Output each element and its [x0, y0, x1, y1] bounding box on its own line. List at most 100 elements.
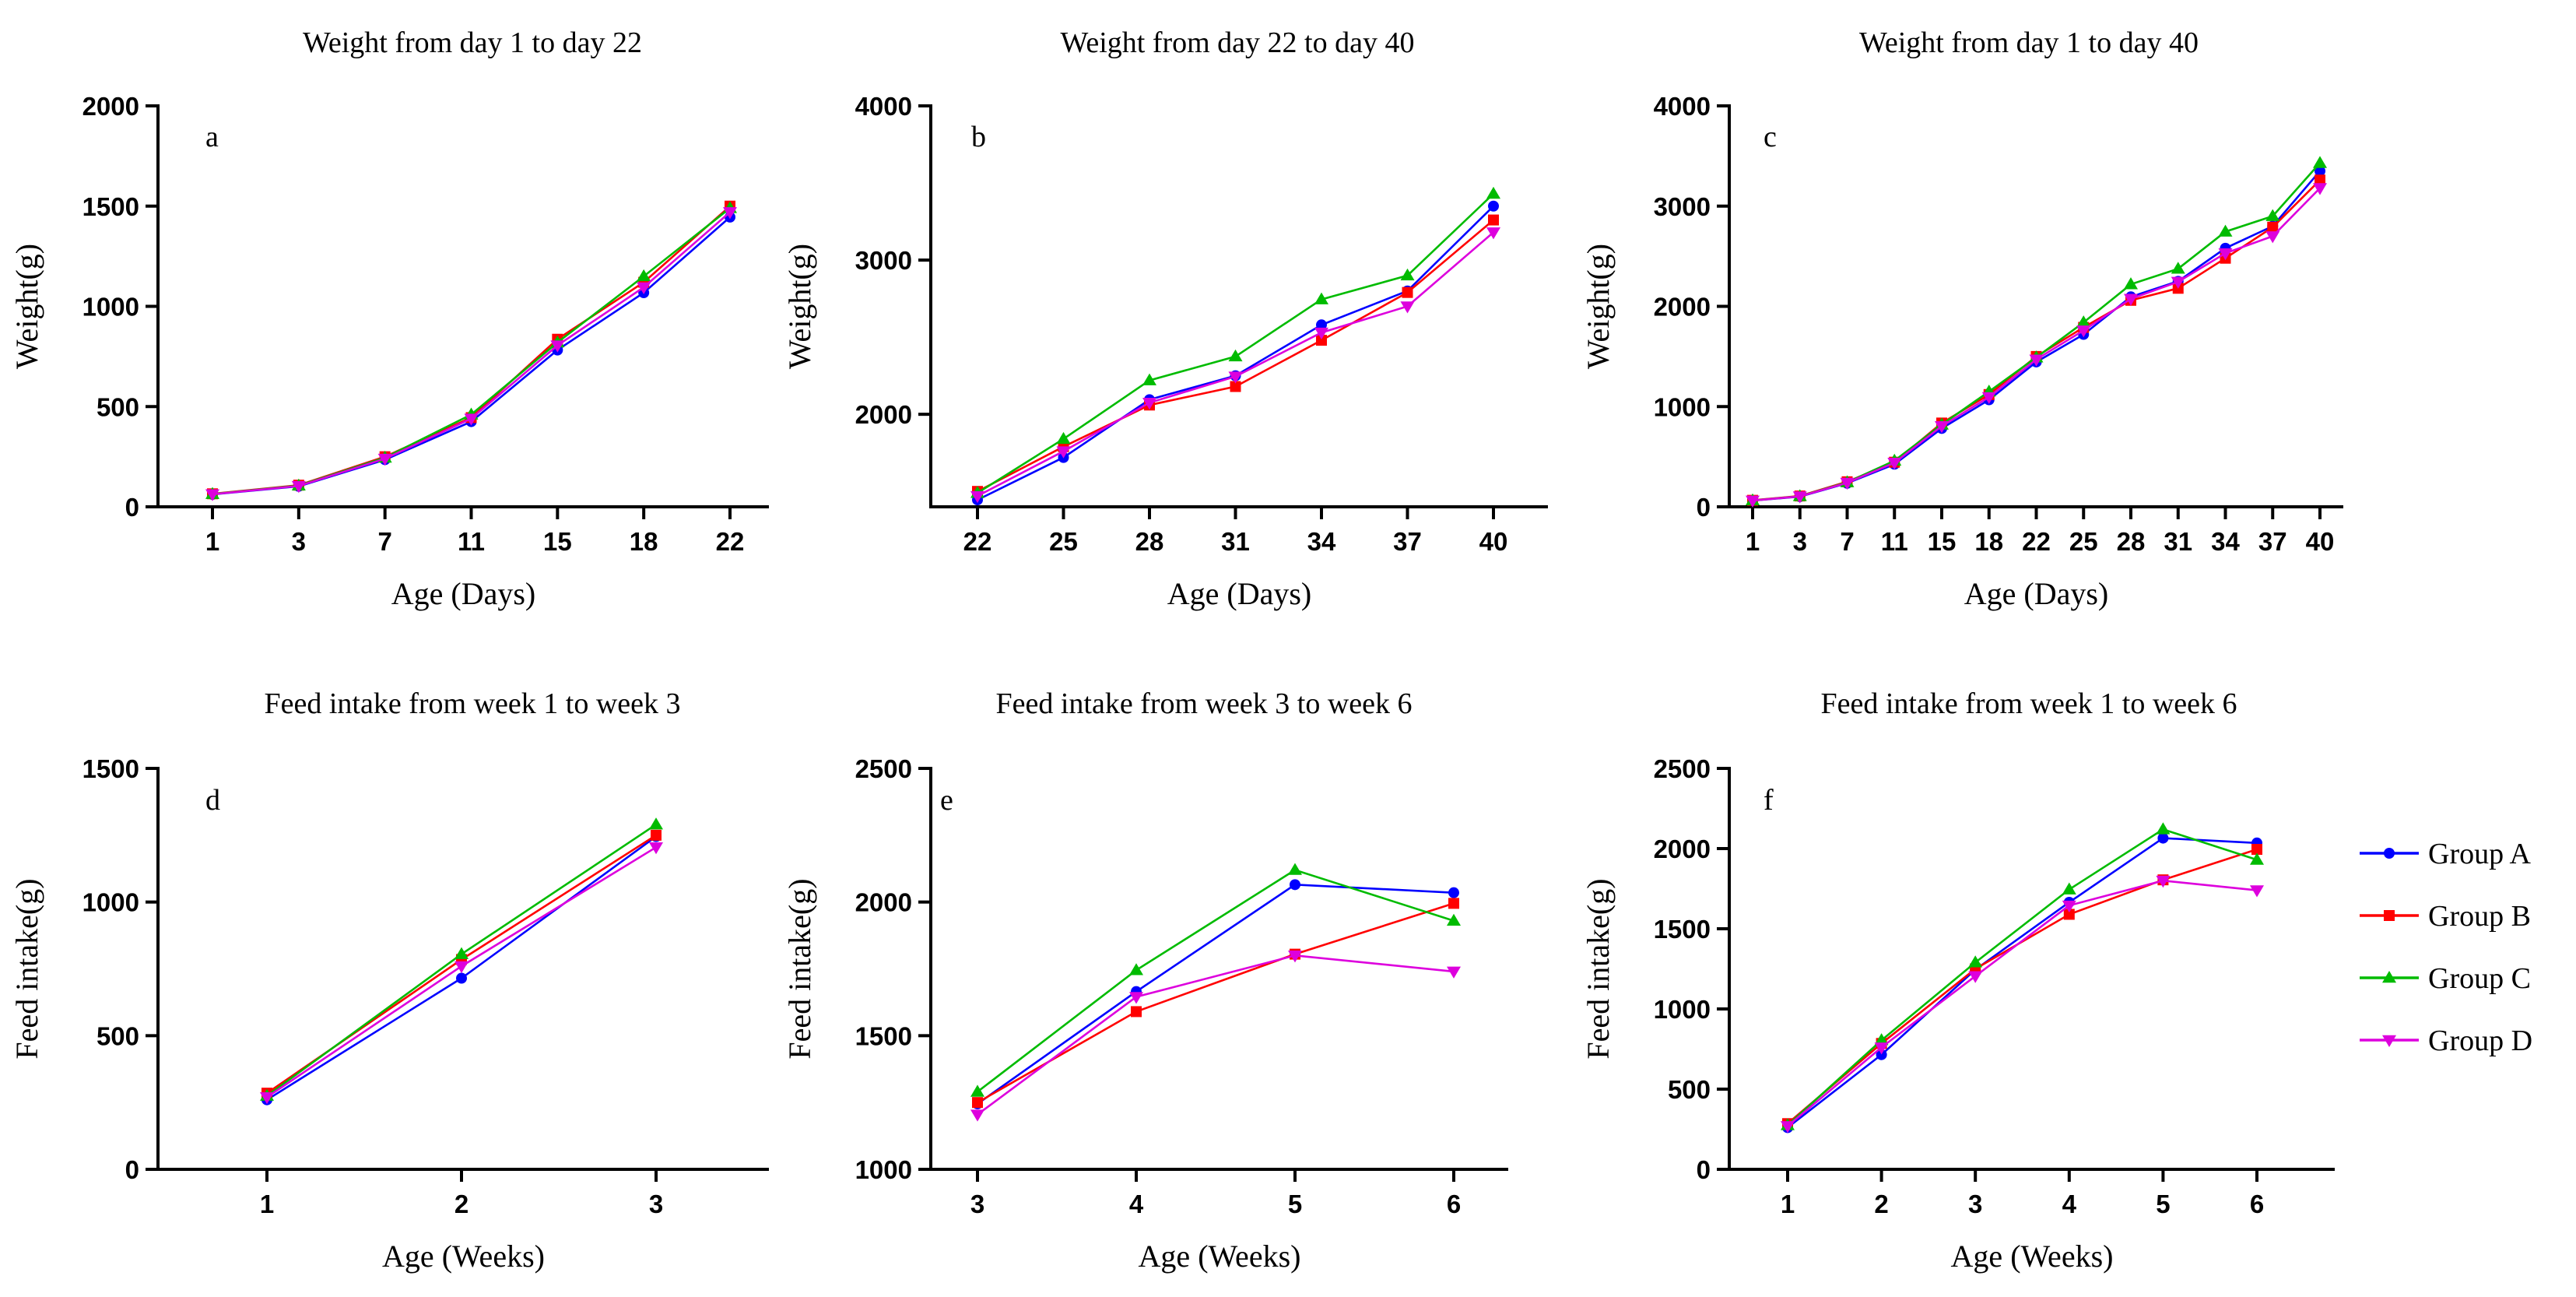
data-point: [1142, 397, 1156, 410]
data-point: [1840, 477, 1855, 490]
data-point: [454, 961, 469, 974]
x-axis-label: Age (Days): [1964, 576, 2109, 611]
series-line: [977, 231, 1494, 497]
data-point: [1935, 421, 1949, 434]
chart-panel-d: Feed intake from week 1 to week 3 d 0 500 10…: [9, 687, 769, 1274]
y-tick-label: 1500: [855, 1021, 912, 1050]
chart-panel-b: Weight from day 22 to day 40 b 2000 3000 400…: [782, 26, 1548, 611]
x-axis-label: Age (Weeks): [382, 1239, 545, 1274]
x-tick-label: 3: [292, 527, 306, 556]
legend-item-group-c: Group C: [2360, 962, 2531, 995]
series-group-d: [1746, 183, 2327, 508]
x-axis-label: Age (Weeks): [1139, 1239, 1301, 1274]
series-group-c: [205, 201, 737, 499]
data-point: [1874, 1042, 1889, 1055]
y-axis-label: Feed intake(g): [782, 878, 817, 1059]
series-group-c: [1746, 156, 2327, 506]
data-point: [550, 340, 565, 353]
legend-marker: [2382, 1035, 2396, 1047]
x-tick-label: 22: [2022, 527, 2051, 556]
y-tick-label: 2000: [1654, 293, 1711, 322]
data-point: [464, 413, 479, 426]
x-tick-label: 34: [1307, 527, 1336, 556]
y-tick-label: 1000: [1654, 392, 1711, 421]
y-tick-label: 500: [97, 1021, 139, 1050]
x-tick-label: 37: [1393, 527, 1422, 556]
y-axis-label: Weight(g): [782, 244, 817, 369]
chart-panel-e: Feed intake from week 3 to week 6 e 1000 15…: [782, 687, 1508, 1274]
x-tick-label: 1: [1746, 527, 1760, 556]
x-tick-label: 1: [205, 527, 219, 556]
data-point: [1447, 913, 1461, 926]
x-tick-label: 28: [1135, 527, 1164, 556]
data-point: [1746, 495, 1760, 508]
data-point: [291, 480, 306, 494]
data-point: [1402, 286, 1413, 298]
x-tick-label: 28: [2117, 527, 2146, 556]
panel-letter: d: [205, 784, 220, 817]
y-tick-label: 3000: [855, 246, 912, 275]
data-point: [2029, 354, 2044, 367]
data-point: [1486, 227, 1500, 240]
series-line: [1752, 162, 2321, 502]
data-point: [205, 489, 219, 501]
x-tick-label: 37: [2258, 527, 2287, 556]
panel-letter: b: [971, 121, 986, 153]
chart-title: Weight from day 1 to day 40: [1859, 26, 2199, 59]
x-tick-label: 11: [1881, 527, 1908, 556]
x-tick-label: 1: [1781, 1190, 1795, 1218]
y-tick-label: 2000: [82, 92, 139, 121]
panel-letter: a: [205, 121, 219, 153]
y-tick-label: 1500: [82, 754, 139, 783]
x-tick-label: 7: [1840, 527, 1854, 556]
data-point: [456, 972, 467, 984]
data-point: [2250, 885, 2264, 898]
data-point: [2218, 248, 2233, 261]
data-point: [2156, 822, 2171, 835]
data-point: [2251, 844, 2262, 856]
x-tick-label: 31: [2164, 527, 2192, 556]
series-line: [1787, 828, 2258, 1127]
chart-panel-c: Weight from day 1 to day 40 c 0 1000 2000 300…: [1581, 26, 2343, 611]
series-line: [212, 216, 731, 496]
data-point: [1400, 268, 1415, 281]
series-group-d: [970, 227, 1500, 504]
data-point: [1792, 491, 1807, 504]
data-point: [1129, 992, 1143, 1004]
x-tick-label: 2: [454, 1190, 469, 1218]
series-group-b: [1747, 174, 2325, 506]
data-point: [651, 829, 662, 841]
data-point: [1874, 1033, 1889, 1046]
data-point: [2313, 183, 2327, 195]
data-point: [1448, 887, 1459, 898]
chart-title: Feed intake from week 3 to week 6: [996, 687, 1413, 720]
data-point: [1486, 186, 1500, 199]
y-tick-label: 2000: [1654, 835, 1711, 863]
data-point: [2063, 909, 2075, 920]
data-point: [637, 269, 651, 282]
x-tick-label: 18: [630, 527, 658, 556]
data-point: [1968, 971, 1983, 983]
series-line: [977, 192, 1494, 494]
data-point: [970, 1084, 984, 1097]
series-line: [1787, 837, 2258, 1129]
data-point: [1056, 446, 1071, 459]
legend-marker: [2384, 848, 2395, 859]
legend-marker: [2384, 910, 2395, 921]
data-point: [2315, 174, 2325, 186]
data-point: [1488, 200, 1499, 212]
data-point: [970, 490, 984, 504]
legend-label: Group A: [2428, 838, 2532, 870]
y-tick-label: 1000: [82, 293, 139, 322]
legend-item-group-d: Group D: [2360, 1025, 2532, 1057]
x-axis-label: Age (Days): [391, 576, 536, 611]
data-point: [1488, 214, 1499, 226]
data-point: [1876, 1049, 1887, 1060]
data-point: [1981, 392, 1996, 405]
panel-letter: e: [940, 784, 953, 817]
y-tick-label: 2500: [1654, 754, 1711, 783]
x-tick-label: 4: [1129, 1190, 1144, 1218]
series-line: [977, 869, 1455, 1093]
series-line: [977, 902, 1455, 1104]
x-tick-label: 31: [1221, 527, 1250, 556]
